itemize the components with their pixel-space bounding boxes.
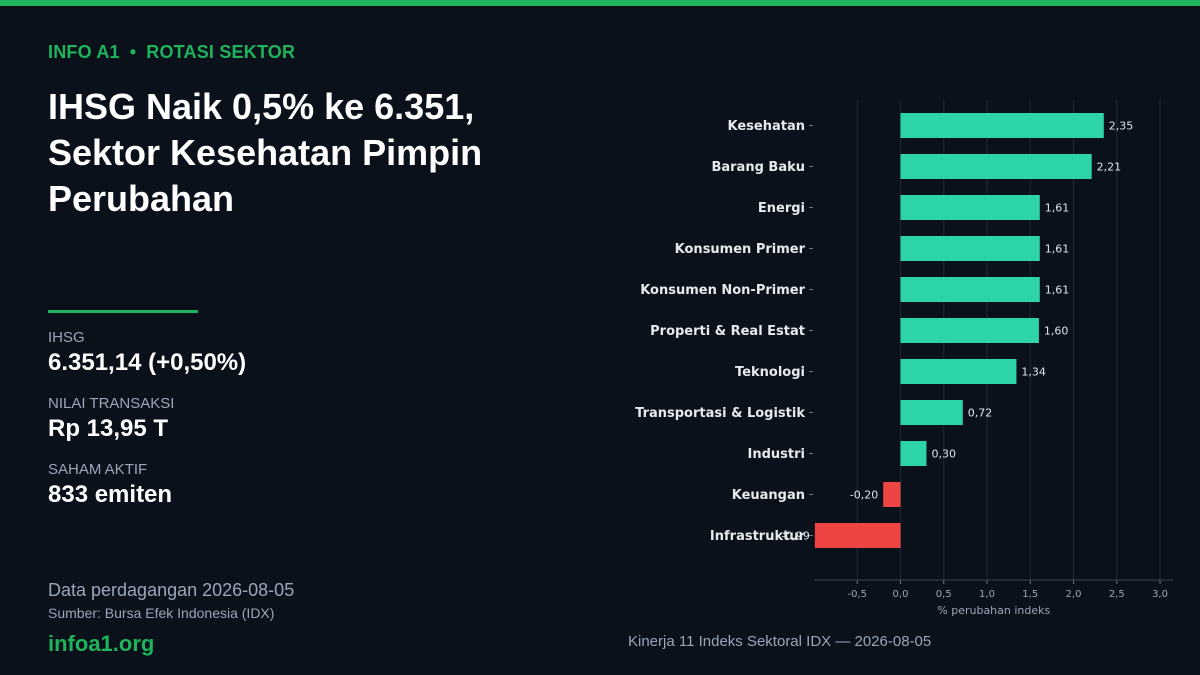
source-note: Sumber: Bursa Efek Indonesia (IDX) bbox=[48, 605, 275, 621]
bar bbox=[900, 113, 1104, 138]
value-label: 1,61 bbox=[1045, 202, 1070, 215]
bar bbox=[900, 277, 1040, 302]
x-tick-label: 1,5 bbox=[1022, 589, 1038, 600]
value-label: 1,60 bbox=[1044, 325, 1069, 338]
site-link[interactable]: infoa1.org bbox=[48, 631, 155, 656]
divider-rule bbox=[48, 310, 198, 313]
data-date: Data perdagangan 2026-08-05 bbox=[48, 580, 295, 600]
stat-label-transaction-value: NILAI TRANSAKSI bbox=[48, 395, 175, 412]
category-label: Keuangan bbox=[732, 488, 805, 503]
bar bbox=[900, 359, 1017, 384]
bar bbox=[900, 236, 1040, 261]
value-label: 1,34 bbox=[1021, 366, 1046, 379]
category-label: Konsumen Primer bbox=[675, 242, 806, 257]
bar bbox=[883, 482, 901, 507]
bar bbox=[900, 154, 1092, 179]
chart-caption: Kinerja 11 Indeks Sektoral IDX — 2026-08… bbox=[628, 633, 932, 650]
x-axis-label: % perubahan indeks bbox=[937, 604, 1050, 617]
category-label: Transportasi & Logistik bbox=[635, 406, 805, 421]
stat-value-ihsg: 6.351,14 (+0,50%) bbox=[48, 349, 247, 376]
category-label: Teknologi bbox=[735, 365, 805, 380]
headline: IHSG Naik 0,5% ke 6.351, Sektor Kesehata… bbox=[48, 86, 483, 219]
value-label: 1,61 bbox=[1045, 284, 1070, 297]
x-tick-label: 3,0 bbox=[1152, 589, 1168, 600]
x-tick-label: 1,0 bbox=[979, 589, 995, 600]
value-label: 1,61 bbox=[1045, 243, 1070, 256]
category-label: Kesehatan bbox=[728, 119, 806, 134]
bar bbox=[900, 318, 1039, 343]
x-tick-label: 2,5 bbox=[1109, 589, 1125, 600]
category-label: Properti & Real Estat bbox=[650, 324, 805, 339]
stat-value-active-stocks: 833 emiten bbox=[48, 481, 173, 508]
value-label: -0,99 bbox=[781, 530, 809, 543]
stat-label-ihsg: IHSG bbox=[48, 329, 85, 346]
kicker-section: ROTASI SEKTOR bbox=[146, 42, 296, 62]
category-label: Energi bbox=[758, 201, 805, 216]
x-tick-label: 0,0 bbox=[893, 589, 909, 600]
category-label: Barang Baku bbox=[711, 160, 805, 175]
bar bbox=[900, 400, 963, 425]
value-label: 0,72 bbox=[968, 407, 993, 420]
kicker: INFO A1 • ROTASI SEKTOR bbox=[48, 42, 295, 63]
kicker-separator: • bbox=[129, 42, 137, 62]
kicker-brand: INFO A1 bbox=[48, 42, 120, 62]
category-label: Konsumen Non-Primer bbox=[640, 283, 805, 298]
value-label: 2,35 bbox=[1109, 120, 1134, 133]
x-tick-label: -0,5 bbox=[847, 589, 867, 600]
bar bbox=[814, 523, 901, 548]
category-label: Industri bbox=[748, 447, 805, 462]
value-label: -0,20 bbox=[850, 489, 878, 502]
top-accent-bar bbox=[0, 0, 1200, 6]
stat-label-active-stocks: SAHAM AKTIF bbox=[48, 461, 148, 478]
bar bbox=[900, 441, 927, 466]
bar bbox=[900, 195, 1040, 220]
x-tick-label: 0,5 bbox=[936, 589, 952, 600]
value-label: 2,21 bbox=[1097, 161, 1122, 174]
stat-value-transaction-value: Rp 13,95 T bbox=[48, 415, 169, 442]
value-label: 0,30 bbox=[931, 448, 956, 461]
x-tick-label: 2,0 bbox=[1066, 589, 1082, 600]
category-label: Infrastruktur bbox=[710, 529, 806, 544]
